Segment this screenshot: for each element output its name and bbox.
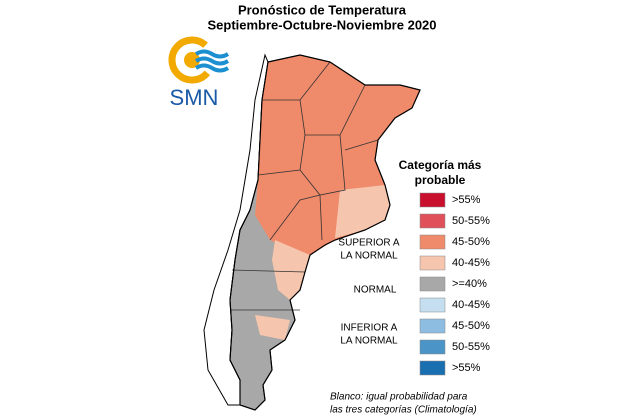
logo: SMN: [168, 36, 230, 110]
logo-text: SMN: [170, 85, 219, 110]
legend-label: >55%: [452, 194, 481, 206]
legend-label: 45-50%: [452, 320, 490, 332]
legend-swatch: [419, 318, 446, 334]
group-label: INFERIOR A: [341, 323, 398, 334]
legend-swatch: [419, 276, 446, 292]
legend-label: 40-45%: [452, 257, 490, 269]
legend-swatch: [419, 339, 446, 355]
legend-label: >55%: [452, 362, 481, 374]
legend-swatch: [419, 360, 446, 376]
title-line-2: Septiembre-Octubre-Noviembre 2020: [207, 17, 436, 32]
map: [203, 53, 421, 411]
legend-swatch: [419, 255, 446, 271]
legend-label: 50-55%: [452, 215, 490, 227]
footnote-2: las tres categorías (Climatología): [330, 405, 477, 416]
legend-swatch: [419, 192, 446, 208]
legend-title-2: probable: [415, 173, 466, 187]
legend-label: 45-50%: [452, 236, 490, 248]
legend: >55% 50-55% 45-50% 40-45% >=40% 40-45% 45-50% 5…: [419, 192, 490, 376]
legend-swatch: [419, 297, 446, 313]
legend-label: 40-45%: [452, 299, 490, 311]
legend-title-1: Categoría más: [399, 158, 482, 172]
legend-label: >=40%: [452, 278, 487, 290]
group-label: LA NORMAL: [340, 251, 398, 262]
legend-swatch: [419, 213, 446, 229]
group-label: SUPERIOR A: [338, 238, 399, 249]
legend-label: 50-55%: [452, 341, 490, 353]
group-label: LA NORMAL: [340, 336, 398, 347]
group-label: NORMAL: [354, 285, 397, 296]
footnote-1: Blanco: igual probabilidad para: [330, 392, 468, 403]
title-line-1: Pronóstico de Temperatura: [238, 2, 407, 17]
legend-swatch: [419, 234, 446, 250]
